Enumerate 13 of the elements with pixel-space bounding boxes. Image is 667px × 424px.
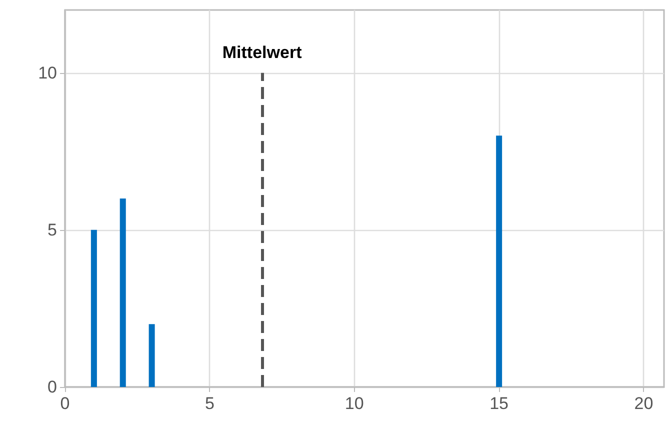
bar [496, 136, 502, 387]
x-tick-label: 5 [204, 394, 214, 413]
x-tick-label: 20 [634, 394, 654, 413]
y-tick-label: 0 [48, 378, 57, 396]
ref-line-label: Mittelwert [222, 42, 302, 62]
x-tick-label: 15 [490, 394, 509, 413]
y-tick-label: 5 [48, 220, 57, 240]
x-tick-label: 0 [60, 394, 70, 413]
x-tick-label: 10 [344, 394, 364, 413]
bar [120, 198, 126, 387]
y-tick-label: 10 [38, 63, 57, 82]
bar [90, 230, 97, 387]
bar [148, 324, 155, 387]
